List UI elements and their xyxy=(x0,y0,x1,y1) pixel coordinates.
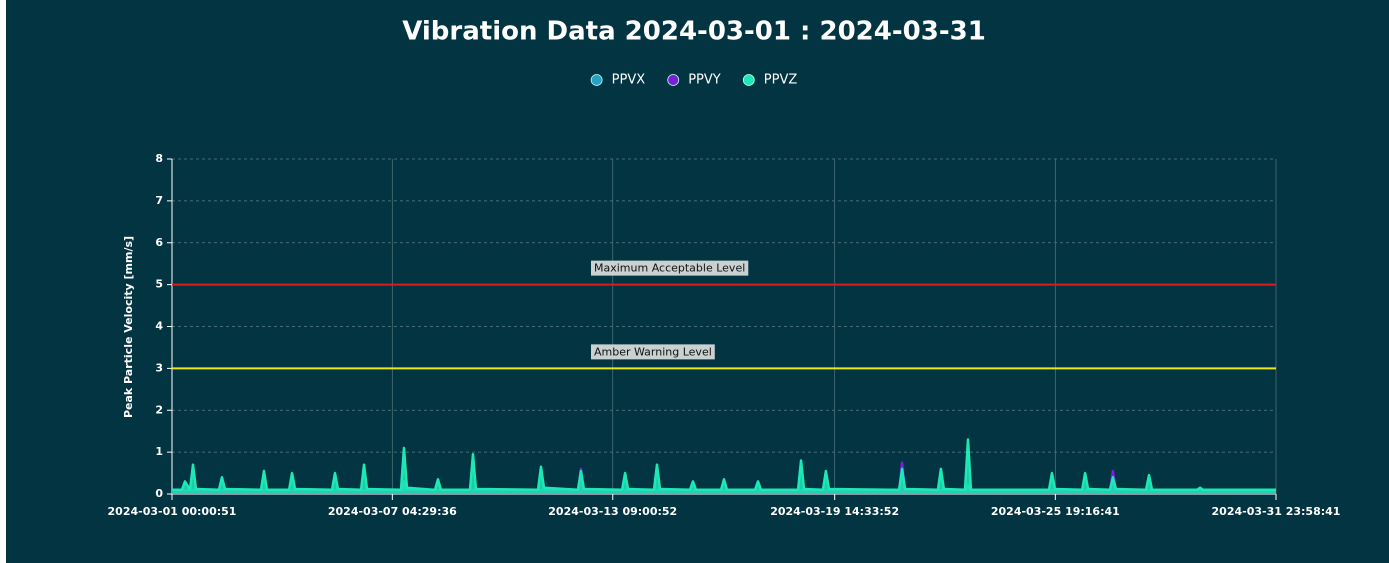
x-tick-label: 2024-03-07 04:29:36 xyxy=(328,505,457,518)
threshold-label-box xyxy=(591,344,715,360)
threshold-label-text: Maximum Acceptable Level xyxy=(594,262,745,275)
x-tick-label: 2024-03-31 23:58:41 xyxy=(1212,505,1341,518)
y-tick-label: 1 xyxy=(155,445,163,458)
chart-background xyxy=(6,0,1389,563)
y-tick-label: 3 xyxy=(155,361,163,374)
legend-label: PPVX xyxy=(612,73,646,88)
legend-marker xyxy=(742,74,755,86)
y-tick-label: 5 xyxy=(155,278,163,291)
legend-label: PPVZ xyxy=(764,73,798,88)
x-tick-label: 2024-03-13 09:00:52 xyxy=(548,505,677,518)
threshold-label-text: Amber Warning Level xyxy=(594,345,712,358)
chart-title: Vibration Data 2024-03-01 : 2024-03-31 xyxy=(402,17,986,47)
y-tick-label: 2 xyxy=(155,403,163,416)
threshold-label: Amber Warning Level xyxy=(591,344,715,360)
x-tick-label: 2024-03-01 00:00:51 xyxy=(108,505,237,518)
y-tick-label: 7 xyxy=(155,194,163,207)
legend: PPVX PPVY PPVZ xyxy=(590,73,798,88)
y-tick-label: 6 xyxy=(155,236,163,249)
y-tick-label: 0 xyxy=(155,487,163,500)
series-line xyxy=(172,438,1276,492)
legend-marker xyxy=(590,74,603,86)
y-tick-label: 4 xyxy=(155,320,163,333)
legend-label: PPVY xyxy=(688,73,721,88)
y-axis-label: Peak Particle Velocity [mm/s] xyxy=(122,236,135,418)
x-tick-label: 2024-03-19 14:33:52 xyxy=(770,505,899,518)
y-tick-label: 8 xyxy=(155,152,163,165)
legend-marker xyxy=(667,74,680,86)
x-tick-label: 2024-03-25 19:16:41 xyxy=(991,505,1120,518)
threshold-label: Maximum Acceptable Level xyxy=(591,260,749,276)
threshold-label-box xyxy=(591,260,749,276)
